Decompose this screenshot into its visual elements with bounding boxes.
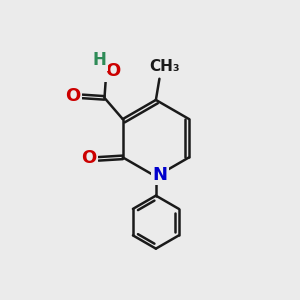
- Text: CH₃: CH₃: [149, 59, 180, 74]
- Text: O: O: [65, 87, 81, 105]
- Text: O: O: [105, 62, 120, 80]
- Text: H: H: [92, 52, 106, 70]
- Text: O: O: [82, 149, 97, 167]
- Text: N: N: [153, 166, 168, 184]
